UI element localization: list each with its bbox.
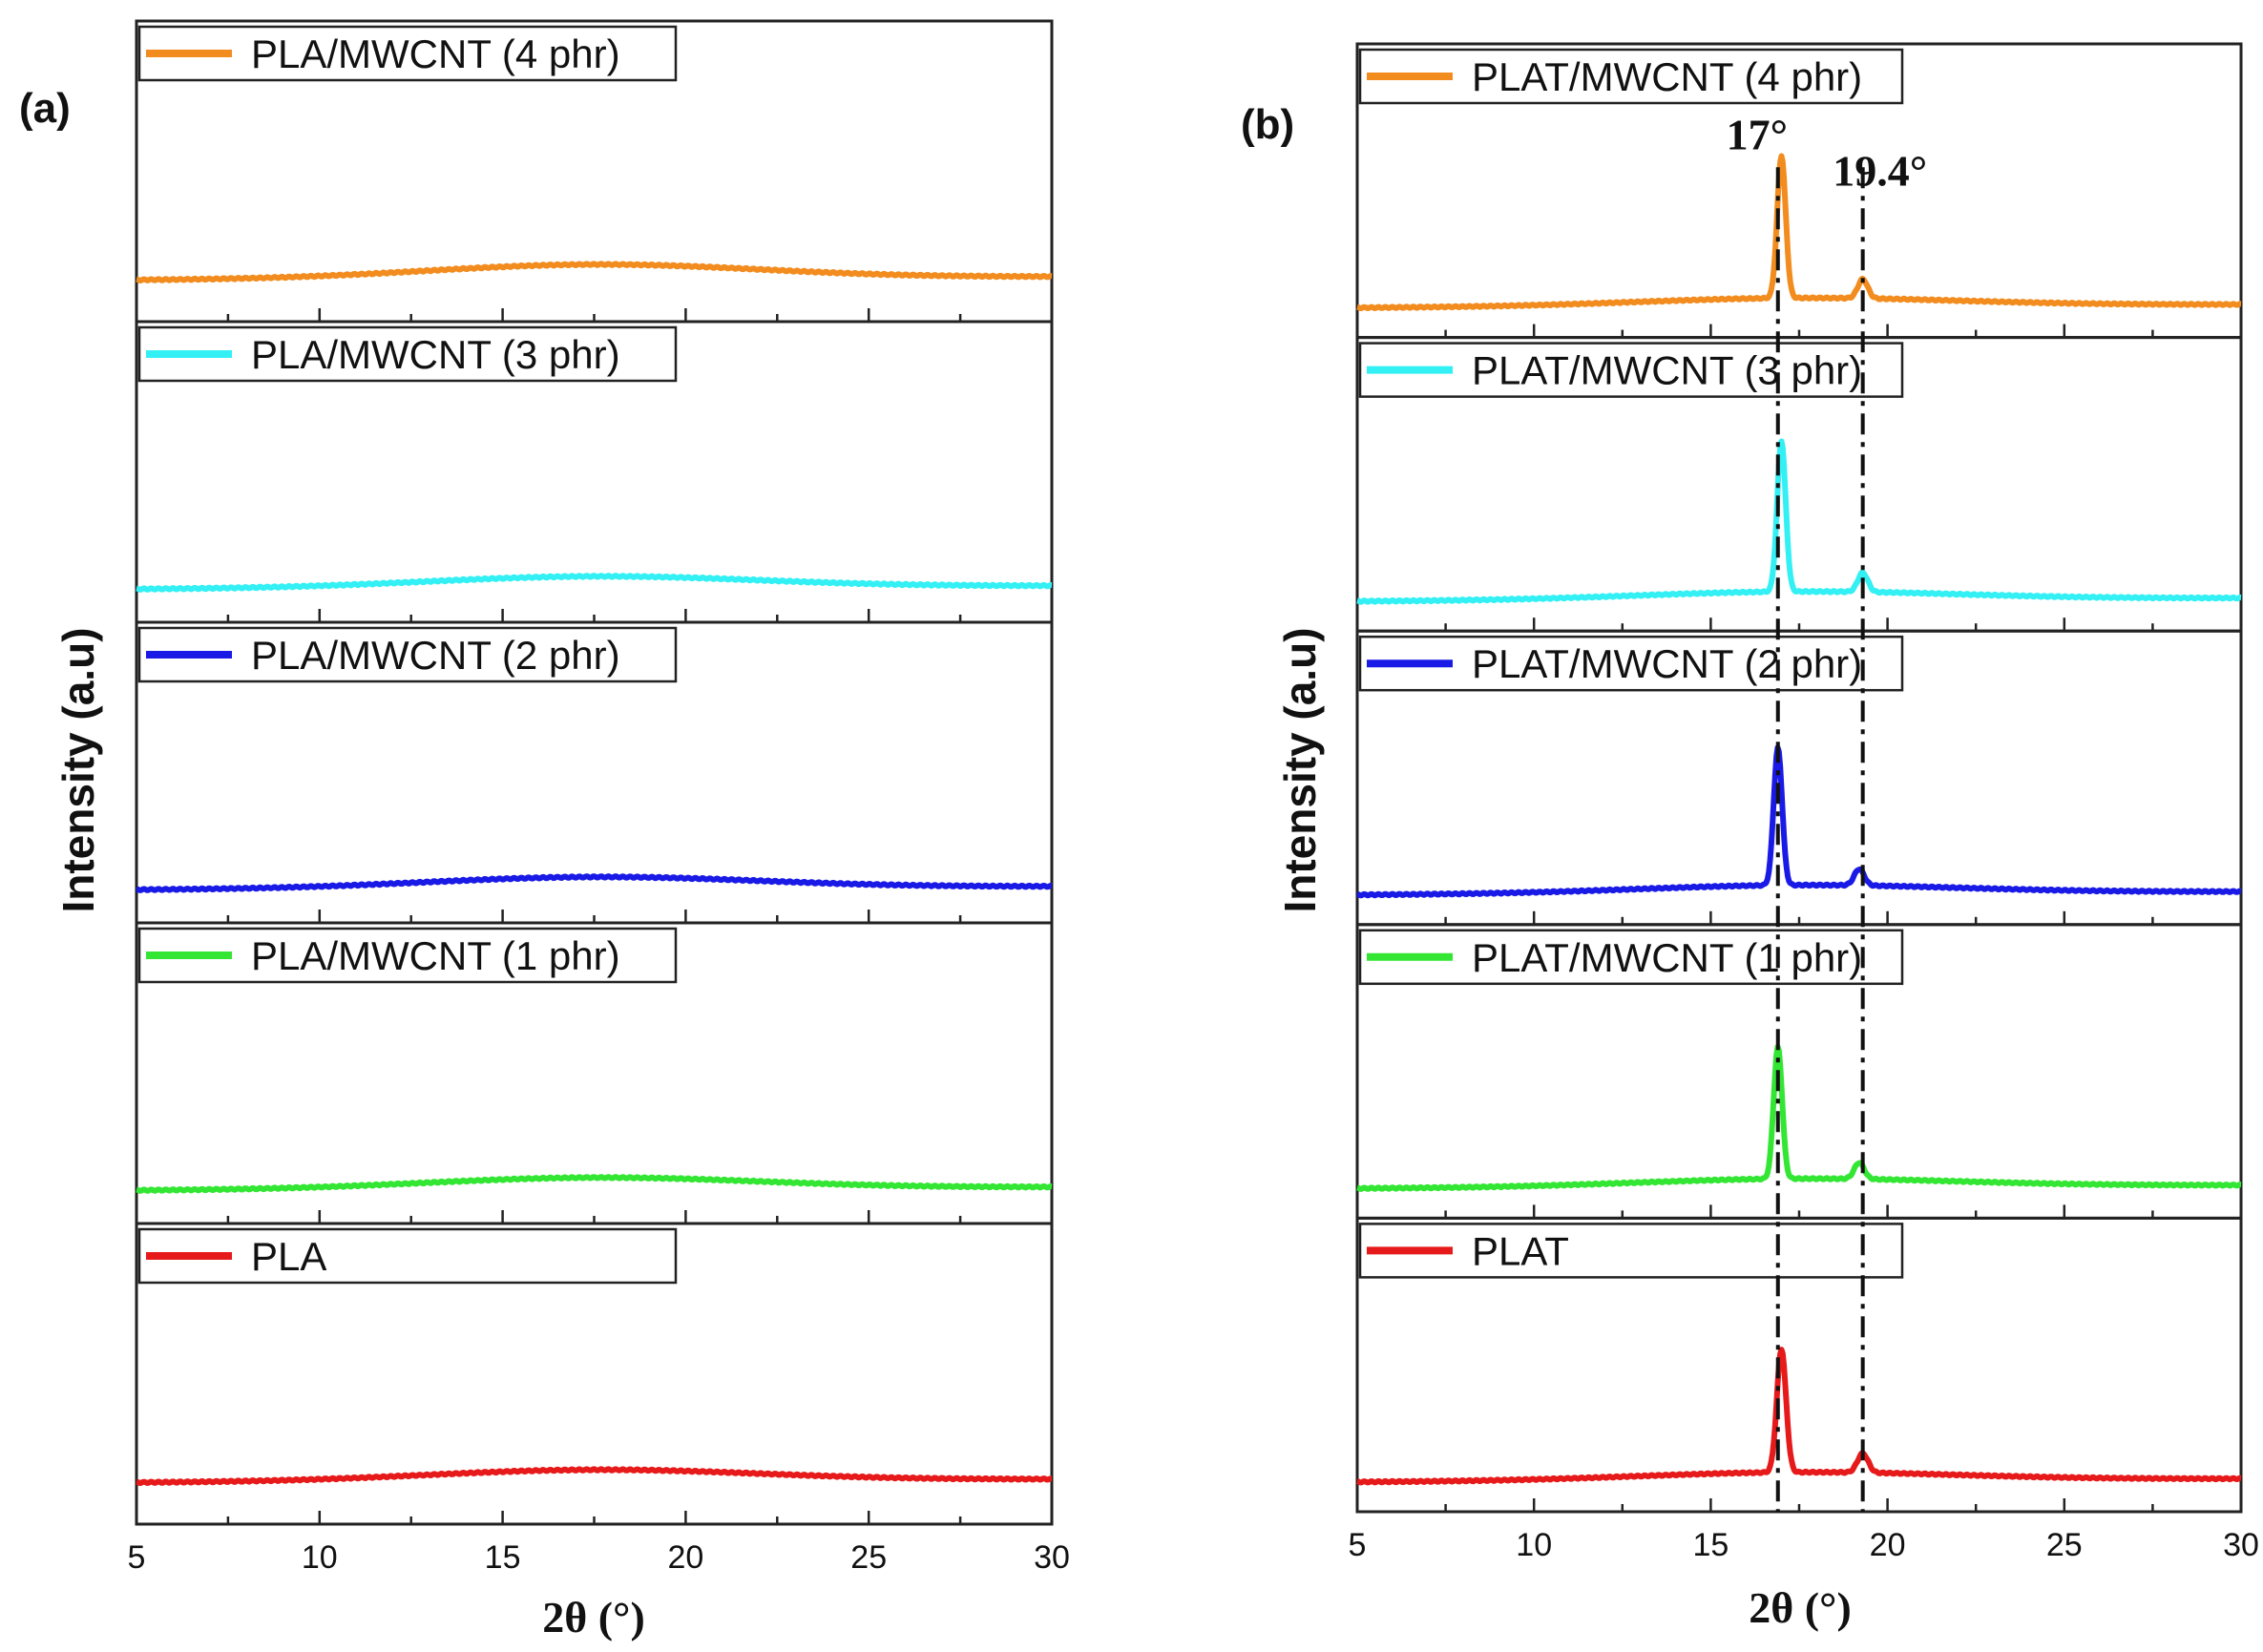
panel-1: (b) Intensity (a.u) 2θ (°) PLAT/MWCNT (4 ph… <box>1241 42 2259 1632</box>
x-axis-label: 2θ (°) <box>1749 1583 1852 1632</box>
series-line <box>135 261 1054 283</box>
legend: PLA/MWCNT (1 phr) <box>137 927 678 984</box>
subplot-1: PLA/MWCNT (3 phr) <box>135 320 1054 624</box>
legend: PLAT/MWCNT (3 phr) <box>1358 342 1904 398</box>
legend: PLAT/MWCNT (2 phr) <box>1358 635 1904 692</box>
legend-label: PLAT <box>1472 1228 1569 1273</box>
series-line <box>135 873 1054 893</box>
y-axis-label: Intensity (a.u) <box>53 627 103 912</box>
panel-label: (a) <box>19 85 71 132</box>
legend: PLAT/MWCNT (1 phr) <box>1358 929 1904 986</box>
x-tick-label: 10 <box>302 1539 338 1576</box>
x-tick-label: 30 <box>1034 1539 1070 1576</box>
x-tick-label: 10 <box>1516 1527 1552 1563</box>
legend: PLA/MWCNT (4 phr) <box>137 25 678 82</box>
legend: PLAT <box>1358 1223 1904 1279</box>
x-tick-label: 5 <box>1349 1527 1367 1563</box>
subplot-2: PLA/MWCNT (2 phr) <box>135 620 1054 925</box>
peak-annotation: 17° <box>1727 111 1788 159</box>
legend-label: PLA/MWCNT (2 phr) <box>251 633 620 678</box>
series-line <box>1355 1043 2243 1192</box>
subplot-3: PLAT/MWCNT (1 phr) <box>1355 923 2243 1220</box>
legend: PLA/MWCNT (2 phr) <box>137 626 678 683</box>
subplot-2: PLAT/MWCNT (2 phr) <box>1355 629 2243 927</box>
legend-label: PLAT/MWCNT (3 phr) <box>1472 348 1862 393</box>
subplot-0: PLA/MWCNT (4 phr) <box>135 19 1054 324</box>
x-tick-label: 20 <box>1870 1527 1906 1563</box>
x-tick-label: 15 <box>485 1539 521 1576</box>
legend-label: PLA <box>251 1234 326 1279</box>
x-tick-label: 15 <box>1692 1527 1729 1563</box>
series-line <box>1355 438 2243 605</box>
legend: PLAT/MWCNT (4 phr) <box>1358 48 1904 105</box>
series-line <box>135 1174 1054 1194</box>
legend-label: PLA/MWCNT (1 phr) <box>251 933 620 978</box>
x-tick-label: 20 <box>667 1539 703 1576</box>
legend-label: PLAT/MWCNT (4 phr) <box>1472 54 1862 99</box>
x-axis-label: 2θ (°) <box>542 1593 645 1642</box>
subplot-3: PLA/MWCNT (1 phr) <box>135 921 1054 1225</box>
legend-label: PLA/MWCNT (4 phr) <box>251 31 620 76</box>
legend: PLA/MWCNT (3 phr) <box>137 325 678 383</box>
series-line <box>1355 153 2243 312</box>
subplot-1: PLAT/MWCNT (3 phr) <box>1355 336 2243 633</box>
subplot-0: PLAT/MWCNT (4 phr) <box>1355 42 2243 340</box>
legend-label: PLA/MWCNT (3 phr) <box>251 332 620 377</box>
series-line <box>135 573 1054 593</box>
subplot-4: PLA <box>135 1222 1054 1526</box>
peak-annotation: 19.4° <box>1833 147 1927 196</box>
series-line <box>135 1466 1054 1487</box>
panel-label: (b) <box>1241 101 1294 148</box>
series-line <box>1355 1347 2243 1486</box>
x-tick-label: 30 <box>2223 1527 2259 1563</box>
legend-label: PLAT/MWCNT (2 phr) <box>1472 641 1862 686</box>
legend: PLA <box>137 1227 678 1285</box>
legend-box <box>1358 1223 1904 1279</box>
panel-0: (a) Intensity (a.u) 2θ (°) PLA/MWCNT (4 phr… <box>19 19 1070 1642</box>
x-tick-label: 25 <box>850 1539 887 1576</box>
y-axis-label: Intensity (a.u) <box>1275 627 1325 912</box>
x-tick-label: 5 <box>128 1539 146 1576</box>
subplot-4: PLAT <box>1355 1216 2243 1514</box>
legend-label: PLAT/MWCNT (1 phr) <box>1472 935 1862 980</box>
x-tick-label: 25 <box>2046 1527 2083 1563</box>
series-line <box>1355 744 2243 899</box>
